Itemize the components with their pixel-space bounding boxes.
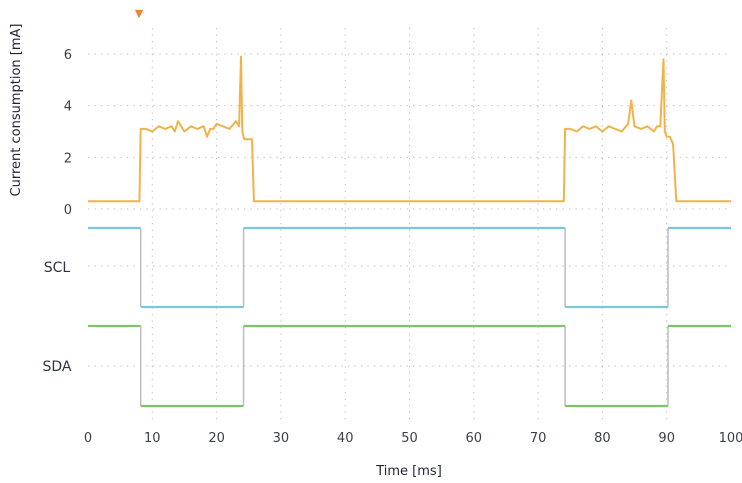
x-tick-label: 10 [144,431,161,446]
tick-labels: 0 10 20 30 40 50 60 70 80 90 100 0 2 4 6 [64,48,742,446]
traces [88,55,731,408]
x-tick-label: 60 [466,431,483,446]
x-axis-label: Time [ms] [375,464,442,479]
trigger-marker-icon[interactable]: ▼ [135,7,144,20]
x-tick-label: 50 [401,431,418,446]
grid [88,28,731,420]
x-tick-label: 80 [594,431,611,446]
y-tick-label: 2 [64,151,72,166]
x-tick-label: 100 [719,431,742,446]
sda-channel-label: SDA [43,359,72,375]
x-tick-label: 40 [337,431,354,446]
x-tick-label: 70 [530,431,547,446]
x-tick-label: 30 [273,431,290,446]
x-tick-label: 0 [84,431,92,446]
x-tick-label: 90 [658,431,675,446]
y-tick-label: 0 [64,203,72,218]
scl-channel-label: SCL [44,260,71,276]
y-tick-label: 6 [64,48,72,63]
current-trace [88,55,731,203]
y-tick-label: 4 [64,100,72,115]
x-tick-label: 20 [208,431,225,446]
y-axis-label: Current consumption [mA] [9,24,24,197]
